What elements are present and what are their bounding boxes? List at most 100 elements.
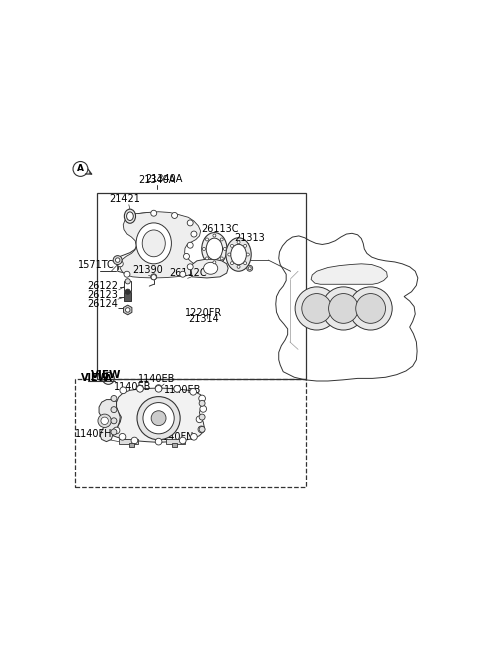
Text: 26113C: 26113C xyxy=(201,224,239,234)
Ellipse shape xyxy=(124,209,135,223)
Circle shape xyxy=(246,253,249,256)
Circle shape xyxy=(187,242,193,248)
Ellipse shape xyxy=(127,212,133,221)
Circle shape xyxy=(230,262,233,265)
Circle shape xyxy=(120,387,127,394)
Circle shape xyxy=(220,257,223,260)
Bar xyxy=(124,291,132,301)
Circle shape xyxy=(205,238,208,241)
Circle shape xyxy=(151,274,156,280)
Circle shape xyxy=(223,248,226,250)
Circle shape xyxy=(124,271,130,277)
Circle shape xyxy=(196,416,203,422)
Ellipse shape xyxy=(226,238,251,271)
Circle shape xyxy=(349,287,392,330)
Circle shape xyxy=(187,264,193,270)
Circle shape xyxy=(200,405,206,412)
Circle shape xyxy=(213,234,216,237)
Circle shape xyxy=(247,265,252,271)
Text: 21421: 21421 xyxy=(109,195,141,204)
Polygon shape xyxy=(99,400,120,441)
Text: A: A xyxy=(105,374,112,383)
Circle shape xyxy=(115,258,120,262)
Circle shape xyxy=(322,287,365,330)
Bar xyxy=(172,443,177,447)
Text: 1571TC: 1571TC xyxy=(78,260,115,270)
Polygon shape xyxy=(123,305,132,315)
Circle shape xyxy=(199,400,205,406)
Circle shape xyxy=(111,396,117,402)
Circle shape xyxy=(230,244,233,248)
Bar xyxy=(166,440,185,444)
Circle shape xyxy=(199,426,205,432)
Text: 26124: 26124 xyxy=(87,299,118,309)
Text: 26112C: 26112C xyxy=(169,268,207,278)
Circle shape xyxy=(174,385,180,392)
Circle shape xyxy=(125,278,130,284)
Circle shape xyxy=(228,253,231,256)
Circle shape xyxy=(190,388,196,395)
Circle shape xyxy=(113,255,122,265)
Text: 21340A: 21340A xyxy=(145,174,183,184)
Circle shape xyxy=(117,261,123,267)
Bar xyxy=(129,443,134,447)
Text: 1140FH: 1140FH xyxy=(75,428,112,439)
Circle shape xyxy=(187,220,193,226)
Circle shape xyxy=(180,437,186,444)
Circle shape xyxy=(329,293,359,324)
Circle shape xyxy=(191,434,197,440)
Circle shape xyxy=(356,293,385,324)
Text: 1140EB: 1140EB xyxy=(164,385,202,395)
Polygon shape xyxy=(276,233,418,381)
Circle shape xyxy=(131,437,138,444)
Circle shape xyxy=(125,308,130,312)
Circle shape xyxy=(151,411,166,426)
Text: 26122: 26122 xyxy=(87,281,118,291)
Circle shape xyxy=(191,231,197,237)
Text: 21313: 21313 xyxy=(234,233,265,244)
Circle shape xyxy=(130,212,135,218)
Circle shape xyxy=(213,261,216,264)
Circle shape xyxy=(155,438,162,445)
Circle shape xyxy=(237,241,240,244)
Circle shape xyxy=(137,397,180,440)
Circle shape xyxy=(199,414,205,420)
Text: 21314: 21314 xyxy=(188,314,218,324)
Circle shape xyxy=(180,271,186,277)
Circle shape xyxy=(198,426,204,433)
Text: 1220FR: 1220FR xyxy=(185,308,222,318)
Ellipse shape xyxy=(206,238,223,260)
Circle shape xyxy=(151,274,156,280)
Ellipse shape xyxy=(136,223,171,264)
Circle shape xyxy=(237,265,240,269)
Text: A: A xyxy=(77,164,84,174)
Circle shape xyxy=(101,417,108,424)
Circle shape xyxy=(98,414,111,428)
Bar xyxy=(119,440,138,444)
Circle shape xyxy=(183,253,190,259)
Circle shape xyxy=(137,385,144,392)
Polygon shape xyxy=(120,212,201,278)
Circle shape xyxy=(143,403,174,434)
Circle shape xyxy=(111,407,117,413)
Text: 26123: 26123 xyxy=(87,290,118,300)
Circle shape xyxy=(199,395,205,402)
Bar xyxy=(75,379,305,487)
Polygon shape xyxy=(191,259,228,278)
Ellipse shape xyxy=(142,230,165,257)
Bar xyxy=(97,193,306,379)
Text: 1140EB: 1140EB xyxy=(138,373,175,384)
Text: 1140EB: 1140EB xyxy=(114,382,151,392)
Polygon shape xyxy=(311,264,387,284)
Polygon shape xyxy=(113,388,204,442)
Ellipse shape xyxy=(202,233,227,265)
Circle shape xyxy=(125,289,130,294)
Circle shape xyxy=(155,385,162,392)
Ellipse shape xyxy=(231,244,246,265)
Circle shape xyxy=(295,287,338,330)
Circle shape xyxy=(174,385,180,392)
Text: 21340A: 21340A xyxy=(138,175,175,185)
Polygon shape xyxy=(118,212,190,275)
Text: VIEW: VIEW xyxy=(81,373,109,383)
Circle shape xyxy=(155,384,162,392)
